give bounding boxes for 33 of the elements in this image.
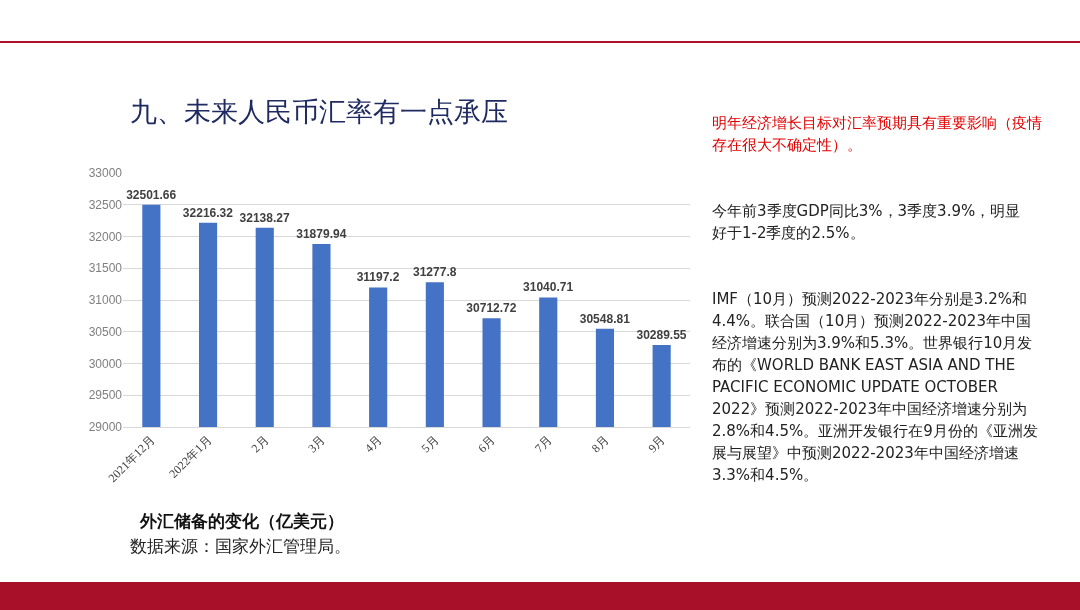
y-tick-label: 29000	[88, 420, 123, 435]
data-label: 30712.72	[466, 301, 517, 316]
data-label: 30548.81	[579, 311, 631, 326]
y-tick-label: 29500	[88, 388, 123, 403]
chart-title: 九、未来人民币汇率有一点承压	[130, 96, 508, 128]
y-tick-label: 30000	[88, 356, 123, 371]
y-tick-label: 31000	[88, 293, 123, 308]
y-tick-label: 32500	[88, 197, 123, 212]
y-tick-label: 33000	[88, 166, 123, 181]
data-label: 32216.32	[182, 205, 234, 220]
data-label: 30289.55	[636, 328, 687, 343]
data-label: 31879.94	[296, 227, 347, 242]
text: IMF（10月）预测2022-2023年分别是3.2%和4.4%。联合国（10月）预测2022-2023年中国经济增速分别为3.9%和5.3%。世界银行10月发布的《WORLD BANK EAST ASIA AND THE PACIFIC ECONOMIC UPDATE OCTOBER 2022》预测2022-2023年中国经济增速分别为2.8%和4.5%。亚洲开发银行在9月份的《亚洲发展与展望》中预测2022-2023年中国经济增速3.3%和4.5%。	[712, 290, 1038, 484]
x-tick-label: 3月	[305, 432, 328, 456]
data-label: 31040.71	[523, 280, 574, 295]
y-tick-label: 32000	[88, 229, 123, 244]
x-tick-label: 5月	[418, 432, 442, 456]
x-tick-label: 4月	[361, 432, 385, 456]
data-label: 31197.2	[356, 270, 400, 285]
data-label: 31277.8	[413, 265, 457, 280]
x-tick-label: 7月	[531, 432, 555, 456]
y-tick-label: 31500	[88, 261, 123, 276]
x-tick-label: 2月	[248, 432, 272, 456]
text: 今年前3季度GDP同比3%，3季度3.9%，明显好于1-2季度的2.5%。	[712, 201, 1022, 244]
text: 外汇储备的变化（亿美元）	[140, 510, 345, 532]
x-tick-label: 9月	[645, 432, 669, 456]
data-label: 32138.27	[239, 210, 290, 225]
source-note: 数据来源：国家外汇管理局。	[130, 535, 352, 557]
x-tick-label: 8月	[588, 432, 612, 456]
text: 明年经济增长目标对汇率预期具有重要影响（疫情存在很大不确定性）。	[712, 113, 1042, 156]
data-label: 32501.66	[126, 187, 177, 202]
x-tick-label: 6月	[475, 432, 498, 456]
y-tick-label: 30500	[88, 324, 123, 339]
